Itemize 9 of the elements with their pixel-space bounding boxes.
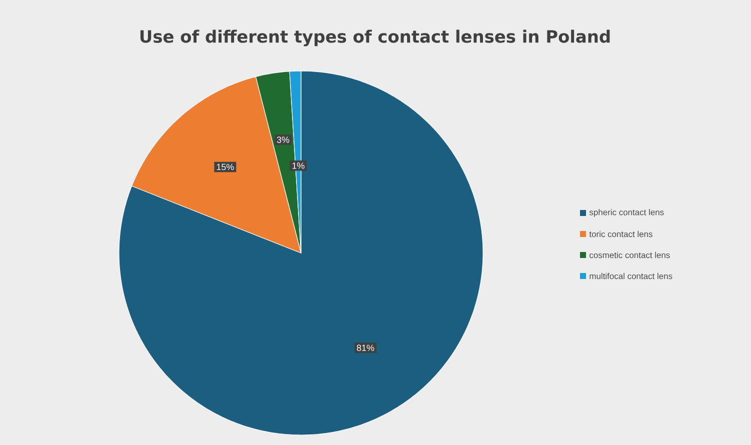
data-label: 81% (356, 344, 374, 352)
data-label: 1% (292, 162, 304, 169)
data-label: 3% (276, 136, 290, 143)
legend-label: multifocal contact lens (590, 272, 672, 280)
data-label: 15% (216, 164, 234, 170)
legend-label: cosmetic contact lens (590, 252, 670, 258)
legend-label: spheric contact lens (589, 209, 664, 217)
legend-label: toric contact lens (589, 230, 652, 238)
chart-title: Use of different types of contact lenses in Poland (140, 30, 610, 46)
